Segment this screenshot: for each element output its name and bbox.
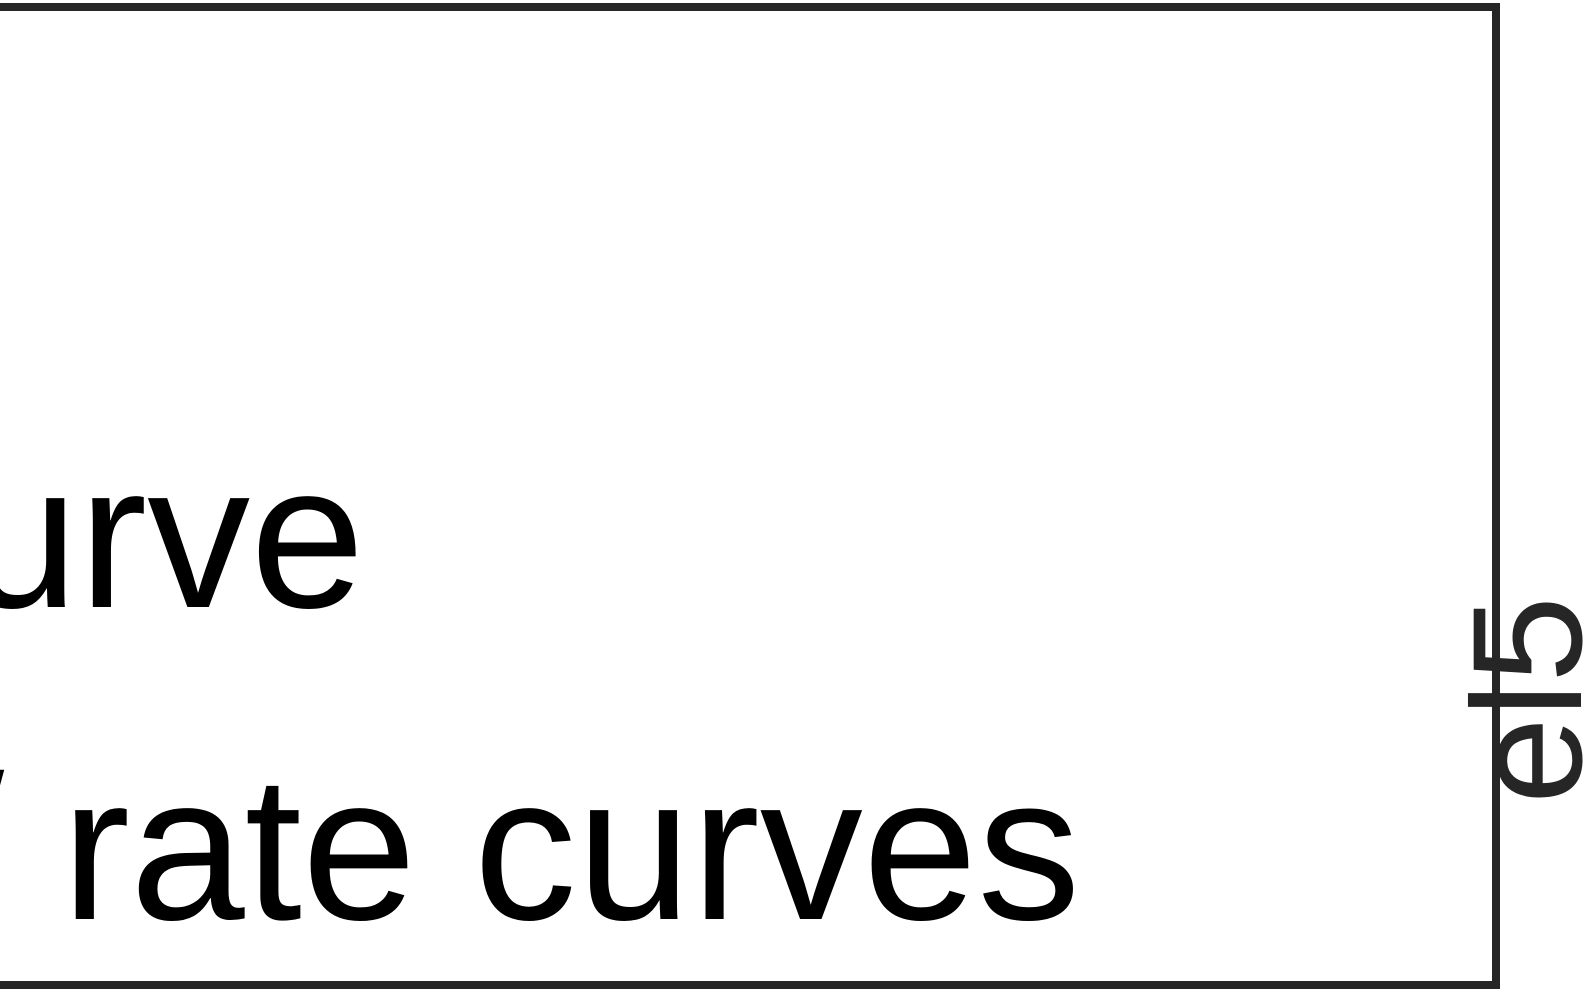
legend-line-1: urve [0, 421, 365, 651]
legend-line-2: / rate curves [0, 733, 1081, 963]
rotated-side-label: el5 [1441, 595, 1593, 805]
legend-box [0, 3, 1500, 989]
